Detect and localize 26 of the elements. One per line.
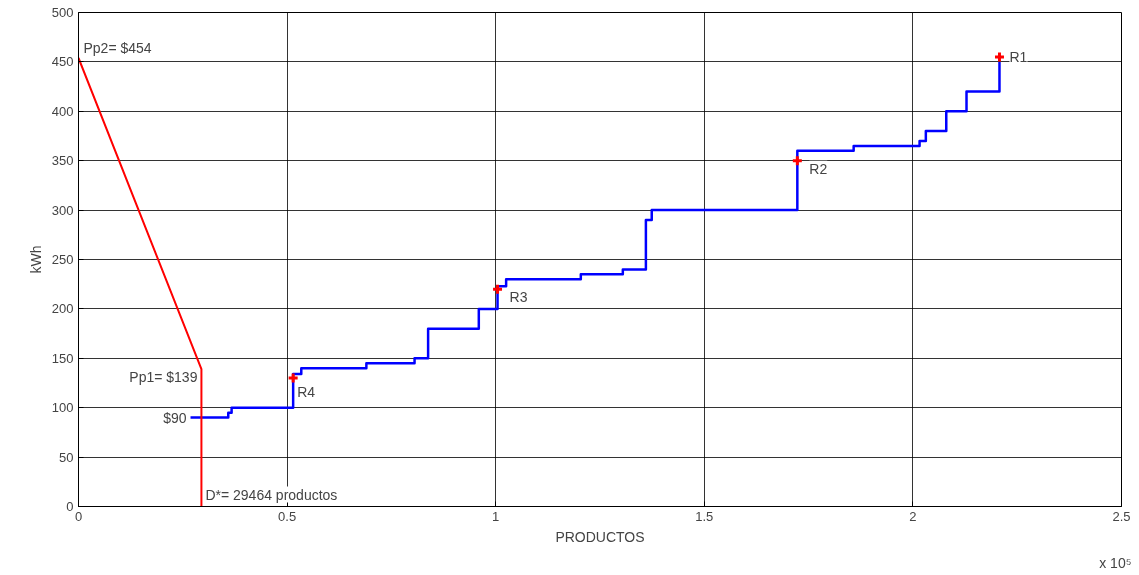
- y-tick-label: 50: [59, 449, 74, 465]
- text: x 10⁵: [1099, 554, 1132, 571]
- annotation: R2: [809, 160, 828, 177]
- x-tick-label: 2.5: [1112, 508, 1131, 524]
- annotation: Pp1= $139: [129, 369, 198, 386]
- annotation: R3: [509, 289, 528, 306]
- y-tick-label: 450: [51, 54, 74, 70]
- x-axis-title: PRODUCTOS: [555, 528, 645, 545]
- y-tick-label: 200: [51, 301, 74, 317]
- annotation: Pp2= $454: [83, 39, 152, 56]
- y-tick-label: 500: [51, 5, 74, 20]
- y-axis-title: kWh: [27, 245, 44, 274]
- x-tick-label: 2: [909, 508, 917, 524]
- x-tick-label: 1.5: [695, 508, 714, 524]
- x-tick-label: 0.5: [278, 508, 297, 524]
- y-tick-label: 350: [51, 153, 74, 169]
- y-tick-label: 400: [51, 103, 74, 119]
- y-tick-label: 100: [51, 400, 74, 416]
- y-tick-label: 300: [51, 202, 74, 218]
- annotation: $90: [163, 409, 187, 426]
- y-tick-label: 250: [51, 252, 74, 267]
- annotation: R1: [1009, 48, 1028, 65]
- annotation: D*= 29464 productos: [205, 486, 338, 503]
- annotation: R4: [297, 384, 316, 401]
- y-tick-label: 150: [51, 350, 74, 366]
- x-tick-label: 1: [492, 508, 500, 524]
